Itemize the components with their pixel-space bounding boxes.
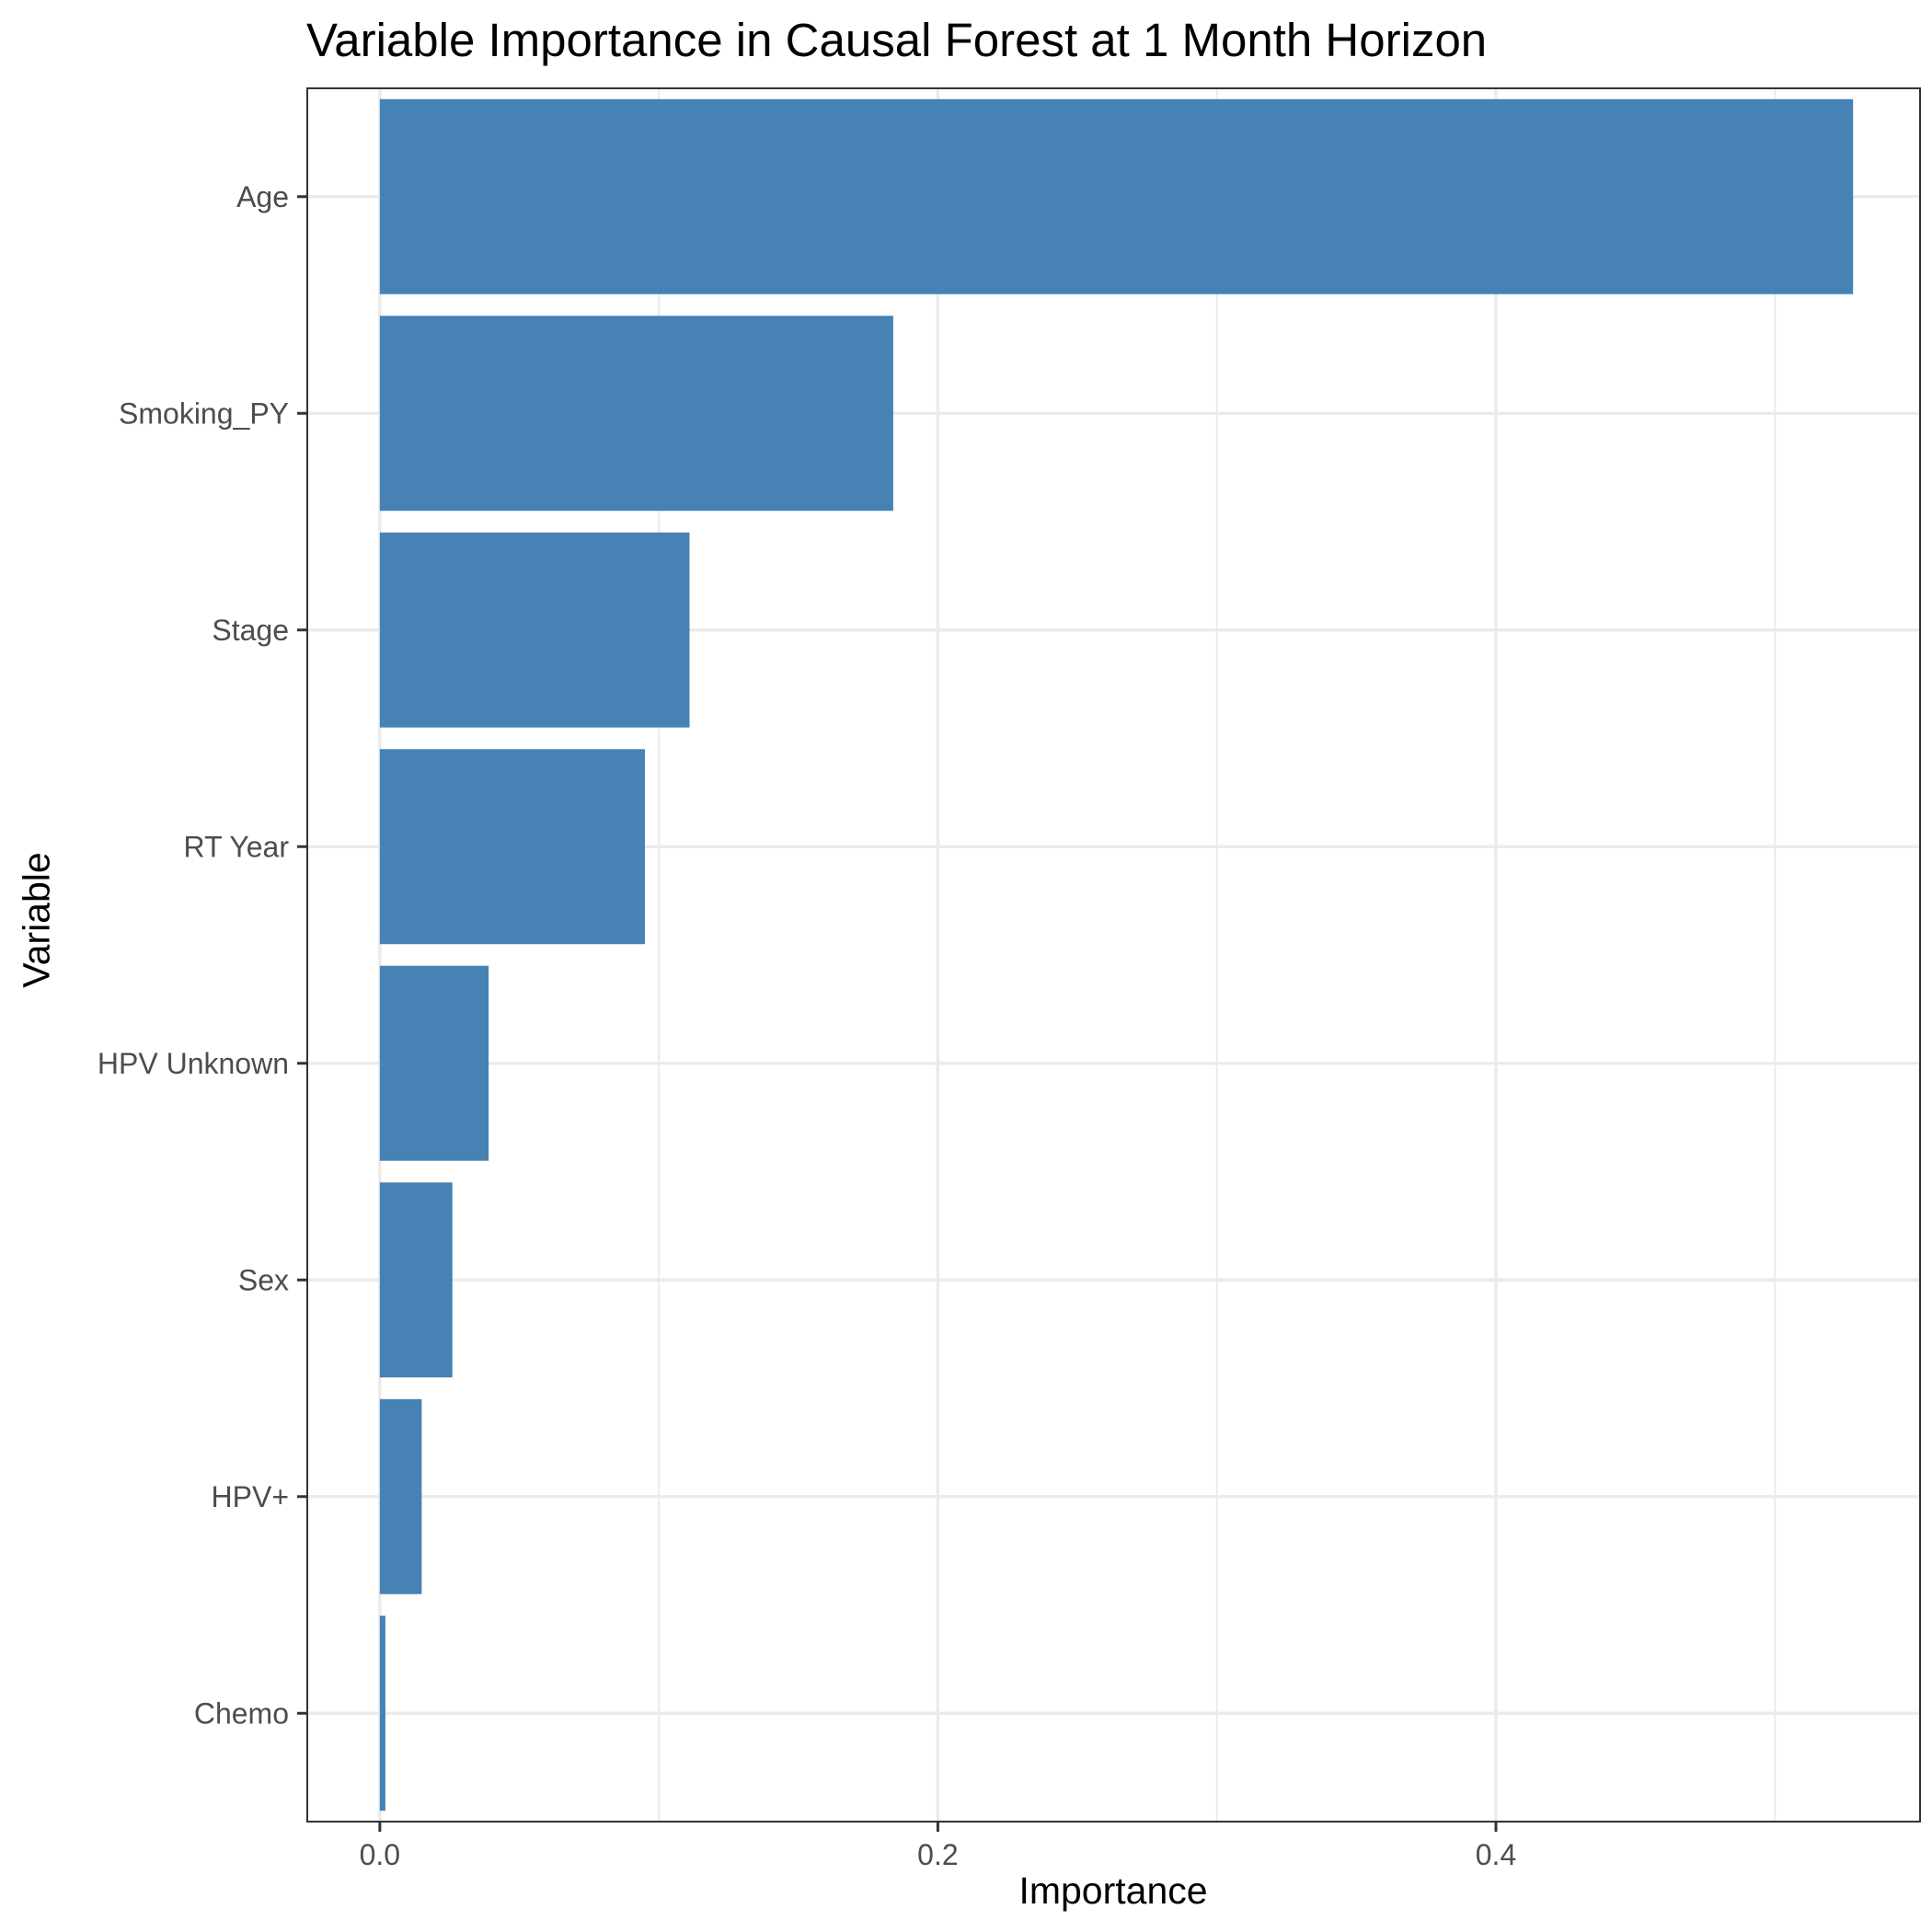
x-tick-label: 0.0 [360,1838,400,1871]
bar [379,316,893,512]
y-tick-label: Age [236,180,289,213]
y-tick-label: Sex [238,1263,289,1296]
x-axis-title: Importance [1018,1869,1208,1912]
y-tick-label: Smoking_PY [119,397,289,430]
y-tick-label: HPV Unknown [98,1047,289,1080]
x-tick-label: 0.2 [917,1838,958,1871]
bar [379,532,690,728]
y-tick-label: Chemo [194,1696,289,1730]
y-tick-label: Stage [212,614,289,647]
y-axis-title: Variable [15,852,58,988]
bar [379,1182,453,1378]
y-tick-label: RT Year [184,830,290,863]
bar [379,98,1854,294]
y-tick-label: HPV+ [212,1480,289,1513]
bar [379,1616,385,1811]
bar [379,1398,422,1594]
bar [379,965,489,1161]
bar [379,749,645,945]
chart-title: Variable Importance in Causal Forest at … [306,14,1488,66]
x-tick-label: 0.4 [1476,1838,1516,1871]
panel-border [306,87,1921,1823]
